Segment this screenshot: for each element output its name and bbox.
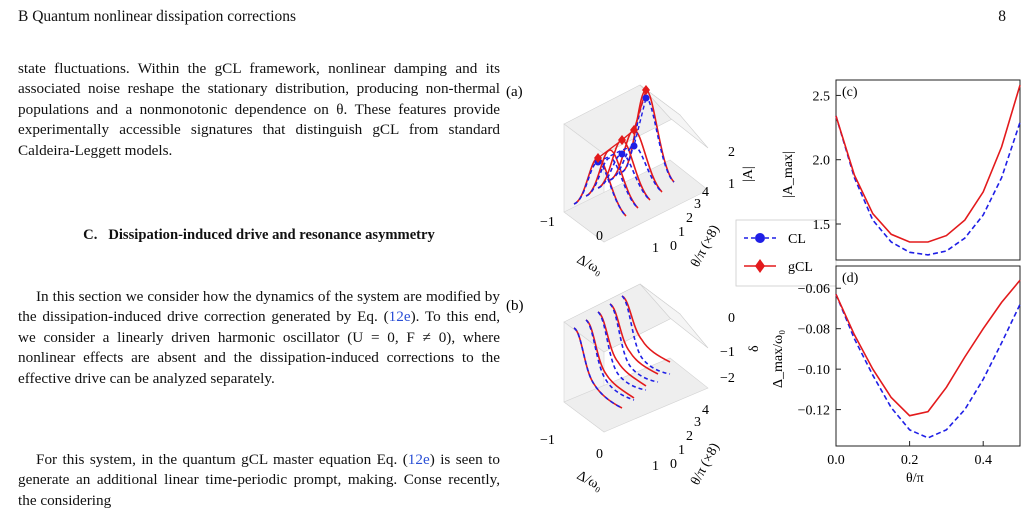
panel-d-xtick-label: 0.0 bbox=[827, 453, 845, 468]
paragraph-2-text-b: ). To this end, we consider a linearly d… bbox=[18, 308, 501, 387]
panel-a-ytick: 0 bbox=[670, 239, 677, 254]
panel-d-xtick-label: 0.2 bbox=[901, 453, 919, 468]
panel-b-floor bbox=[563, 357, 709, 433]
panel-a-ytick: 3 bbox=[694, 197, 701, 212]
panel-a-ztick: 1 bbox=[728, 177, 735, 192]
panel-a-gcl-max-point bbox=[630, 125, 638, 135]
panel-b-ylabel: θ/π (×8) bbox=[688, 440, 723, 487]
panel-a-cl-max-point bbox=[618, 150, 626, 158]
panel-d-series-cl bbox=[835, 293, 1021, 439]
panel-d-ytick-label: −0.10 bbox=[798, 363, 830, 378]
panel-a-gcl-max-point bbox=[618, 135, 626, 145]
panel-d-ytick-label: −0.12 bbox=[798, 404, 830, 419]
panel-a-zlabel: |A| bbox=[741, 166, 756, 182]
panel-a-ytick: 4 bbox=[702, 185, 709, 200]
panel-b-ztick: −2 bbox=[720, 371, 735, 386]
panel-a-ylabel: θ/π (×8) bbox=[688, 222, 723, 269]
running-header: B Quantum nonlinear dissipation correcti… bbox=[18, 8, 1006, 32]
panel-a-gcl-max-point bbox=[594, 153, 602, 163]
panel-b-xtick: 0 bbox=[596, 447, 603, 462]
paragraph-2-text-a: In this section we consider how the dyna… bbox=[18, 288, 500, 326]
panel-d-yticks: −0.06 −0.08 −0.10 −0.12 bbox=[798, 282, 841, 419]
panel-c-series-gcl bbox=[835, 84, 1021, 243]
panel-b-zlabel: δ bbox=[747, 345, 762, 352]
panel-b-ytick: 3 bbox=[694, 415, 701, 430]
panel-a-ztick: 2 bbox=[728, 145, 735, 160]
panel-c-ytick-label: 2.0 bbox=[813, 154, 831, 169]
panel-a-ytick: 2 bbox=[686, 211, 693, 226]
panel-b-ztick: 0 bbox=[728, 311, 735, 326]
paragraph-2: In this section we consider how the dyna… bbox=[18, 287, 500, 389]
panel-b-ztick: −1 bbox=[720, 345, 735, 360]
panel-d-ytick-label: −0.08 bbox=[798, 323, 830, 338]
equation-ref-link-2[interactable]: 12e bbox=[407, 451, 430, 468]
panel-d-xticks: 0.0 0.2 0.4 bbox=[827, 441, 992, 468]
legend-gcl-marker bbox=[755, 259, 765, 273]
panel-a-cl-max-point bbox=[630, 142, 638, 150]
legend: CL gCL bbox=[735, 219, 837, 287]
legend-gcl-label: gCL bbox=[788, 260, 813, 275]
legend-cl-label: CL bbox=[788, 232, 806, 247]
panel-d-xlabel: θ/π bbox=[906, 471, 924, 486]
panel-b-ytick: 1 bbox=[678, 443, 685, 458]
panel-b-label: (b) bbox=[506, 298, 524, 314]
panel-c-yticks: 1.5 2.0 2.5 bbox=[813, 89, 841, 233]
panel-a-ytick: 1 bbox=[678, 225, 685, 240]
running-header-title: B Quantum nonlinear dissipation correcti… bbox=[18, 8, 297, 25]
section-heading: C. Dissipation-induced drive and resonan… bbox=[18, 226, 500, 245]
panel-b-xtick: −1 bbox=[540, 433, 555, 448]
panel-c-frame bbox=[835, 79, 1021, 261]
panel-d: (d) Δ_max/ω₀ −0.06 −0.08 −0.10 −0.12 0.0 0.2… bbox=[771, 265, 1021, 486]
page-number: 8 bbox=[998, 8, 1006, 25]
panel-c-label: (c) bbox=[842, 85, 858, 100]
section-title: Dissipation-induced drive and resonance … bbox=[108, 227, 435, 243]
panel-a-gcl-max-line bbox=[597, 89, 647, 159]
paragraph-3-text-a: For this system, in the quantum gCL mast… bbox=[36, 451, 408, 468]
panel-c-ytick-label: 1.5 bbox=[813, 218, 831, 233]
panel-d-xtick-label: 0.4 bbox=[974, 453, 992, 468]
paragraph-3-text-b: ) is seen to generate an additional line… bbox=[18, 451, 500, 509]
panel-a-xtick: 0 bbox=[596, 229, 603, 244]
panel-c-ytick-label: 2.5 bbox=[813, 89, 831, 104]
panel-a-label: (a) bbox=[506, 84, 523, 100]
panel-b-curves bbox=[573, 295, 671, 409]
legend-box bbox=[735, 219, 837, 287]
panel-b: (b) 0 −1 −2 δ −1 0 1 Δ/ω₀ 0 1 bbox=[506, 283, 762, 494]
panel-a-cl-max-line bbox=[597, 97, 647, 163]
panel-d-series bbox=[835, 279, 1021, 439]
panel-c-ylabel: |A_max| bbox=[781, 151, 796, 198]
panel-b-ytick: 2 bbox=[686, 429, 693, 444]
equation-ref-link[interactable]: 12e bbox=[388, 308, 411, 326]
legend-cl-marker bbox=[755, 233, 765, 243]
section-number: C. bbox=[83, 227, 98, 243]
panel-a-gcl-max-point bbox=[642, 85, 650, 95]
panel-b-side-wall bbox=[639, 283, 709, 349]
panel-d-ytick-label: −0.06 bbox=[798, 282, 830, 297]
panel-a-cl-max-point bbox=[642, 94, 650, 102]
panel-d-ylabel: Δ_max/ω₀ bbox=[771, 330, 786, 388]
figure: (a) 2 1 |A| −1 bbox=[506, 79, 1021, 494]
panel-a-side-wall bbox=[639, 84, 709, 149]
panel-d-series-gcl bbox=[835, 279, 1021, 417]
paragraph-1: state fluctuations. Within the gCL frame… bbox=[18, 60, 500, 159]
panel-a-xlabel: Δ/ω₀ bbox=[574, 252, 605, 278]
paragraph-3: For this system, in the quantum gCL mast… bbox=[18, 450, 500, 511]
panel-c-series bbox=[835, 84, 1021, 256]
panel-b-ytick: 0 bbox=[670, 457, 677, 472]
panel-b-ytick: 4 bbox=[702, 403, 709, 418]
panel-d-label: (d) bbox=[842, 271, 859, 286]
panel-b-xtick: 1 bbox=[652, 459, 659, 474]
panel-a-xtick: 1 bbox=[652, 241, 659, 256]
panel-a: (a) 2 1 |A| −1 bbox=[506, 84, 756, 278]
panel-b-xlabel: Δ/ω₀ bbox=[574, 468, 605, 494]
panel-a-xtick: −1 bbox=[540, 215, 555, 230]
panel-d-frame bbox=[835, 265, 1021, 447]
panel-c: (c) |A_max| 1.5 2.0 2.5 bbox=[781, 79, 1021, 261]
panel-c-series-cl bbox=[835, 115, 1021, 256]
